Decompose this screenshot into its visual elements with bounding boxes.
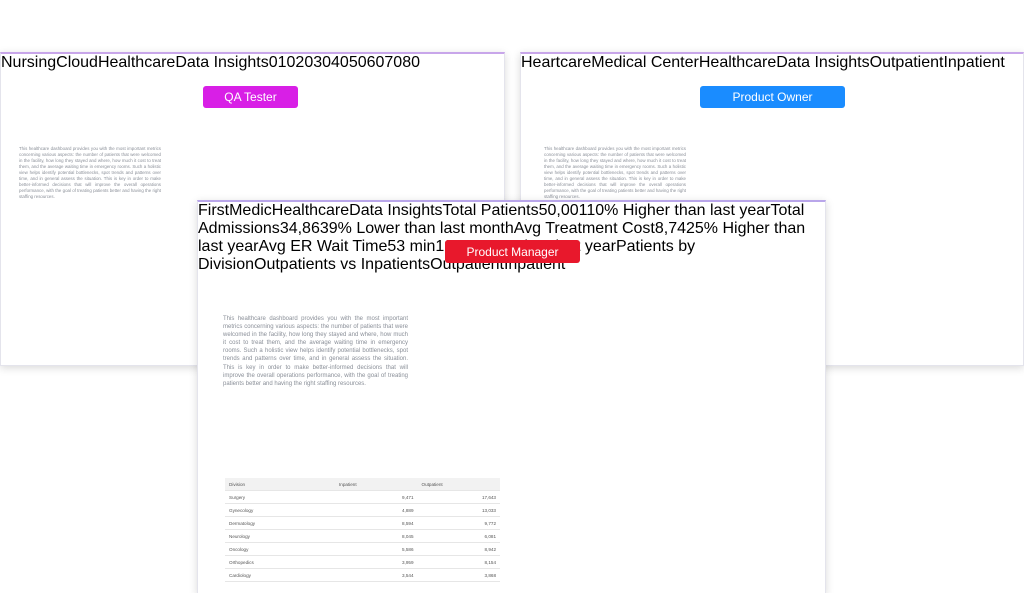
logo-text: FirstMedic	[198, 202, 272, 219]
description: This healthcare dashboard provides you w…	[223, 316, 408, 387]
y-tick-label: 20	[295, 54, 314, 71]
table-cell: Surgery	[225, 490, 335, 504]
table-cell: 17,643	[417, 490, 500, 504]
page-title: Data Insights	[776, 54, 870, 71]
table-row: Gynecology 4,889 13,033	[225, 503, 500, 517]
kpi-label: Total Admissions	[198, 202, 805, 237]
kpi-value: 50,001	[538, 202, 587, 219]
table-cell: Orthopedics	[225, 555, 335, 569]
table-cell: Inpatient	[335, 478, 418, 491]
table-cell: 13,033	[417, 503, 500, 517]
table-cell: Gynecology	[225, 503, 335, 517]
table-cell: 9,772	[417, 516, 500, 530]
y-tick-label: 60	[366, 54, 385, 71]
legend-label: Inpatient	[943, 54, 1005, 71]
table-row: Surgery 9,471 17,643	[225, 490, 500, 504]
logo-subtext: Cloud	[56, 54, 98, 71]
data-table: Division Inpatient Outpatient Surgery 9,471 1…	[225, 478, 500, 582]
y-tick-label: 40	[331, 54, 349, 71]
table-cell: 4,889	[335, 503, 418, 517]
window-canvas: NursingCloudHealthcareData Insights01020…	[1, 54, 420, 72]
y-tick-label: 10	[277, 54, 296, 71]
table-cell: 8,594	[335, 516, 418, 530]
role-badge: Product Manager	[445, 240, 580, 263]
table-cell: Outpatient	[417, 478, 500, 491]
page-title: Healthcare	[271, 202, 350, 219]
y-tick-label: 50	[348, 54, 367, 71]
kpi-value: 8,742	[654, 220, 695, 237]
logo-text: Heartcare	[521, 54, 592, 71]
y-tick-label: 80	[402, 54, 420, 71]
window-canvas: FirstMedicHealthcareData InsightsTotal P…	[198, 202, 825, 274]
kpi-note: 9% Lower than last month	[328, 220, 514, 237]
kpi-label: Total Patients	[442, 202, 539, 219]
table-cell: 5,586	[335, 542, 418, 556]
page-title: Data Insights	[349, 202, 443, 219]
y-tick-label: 70	[384, 54, 403, 71]
table-cell: Cardiology	[225, 568, 335, 582]
chart-title: Outpatients vs Inpatients	[254, 256, 431, 273]
kpi-label: Avg Treatment Cost	[513, 220, 655, 237]
kpi-label: Avg ER Wait Time	[258, 238, 388, 255]
table-row: Dermatology 8,594 9,772	[225, 516, 500, 530]
table-cell: 9,471	[335, 490, 418, 504]
kpi-value: 53 min	[387, 238, 436, 255]
table-row: Oncology 5,586 8,942	[225, 542, 500, 556]
kpi-note: 5% Higher than last year	[198, 220, 806, 255]
table-cell: 8,154	[417, 555, 500, 569]
table-cell: Dermatology	[225, 516, 335, 530]
table-cell: 3,959	[335, 555, 418, 569]
table-cell: Division	[225, 478, 335, 491]
table-row: Division Inpatient Outpatient	[225, 478, 500, 491]
table-cell: Oncology	[225, 542, 335, 556]
y-tick-label: 0	[268, 54, 278, 71]
page-title: Data Insights	[175, 54, 269, 71]
y-tick-label: 30	[313, 54, 332, 71]
description: This healthcare dashboard provides you w…	[19, 146, 161, 199]
table-cell: 8,045	[335, 529, 418, 543]
kpi-note: 10% Higher than last year	[586, 202, 771, 219]
table-row: Neurology 8,045 6,081	[225, 529, 500, 543]
table-cell: 3,544	[335, 568, 418, 582]
table-cell: 8,942	[417, 542, 500, 556]
page-title: Healthcare	[97, 54, 176, 71]
table-row: Orthopedics 3,959 8,154	[225, 555, 500, 569]
logo-text: Nursing	[1, 54, 57, 71]
kpi-value: 34,863	[279, 220, 329, 237]
table-cell: 6,081	[417, 529, 500, 543]
table-cell: Neurology	[225, 529, 335, 543]
role-badge: QA Tester	[203, 86, 298, 108]
table-row: Cardiology 3,544 3,868	[225, 568, 500, 582]
table-cell: 3,868	[417, 568, 500, 582]
window-canvas: HeartcareMedical CenterHealthcareData In…	[521, 54, 1005, 72]
table-title: Patients by Division	[198, 238, 696, 273]
dashboard-window: FirstMedicHealthcareData InsightsTotal P…	[197, 200, 826, 593]
role-badge: Product Owner	[700, 86, 845, 108]
logo-subtext: Medical Center	[591, 54, 699, 71]
legend-label: Outpatient	[869, 54, 944, 71]
description: This healthcare dashboard provides you w…	[544, 146, 686, 199]
page-title: Healthcare	[698, 54, 777, 71]
